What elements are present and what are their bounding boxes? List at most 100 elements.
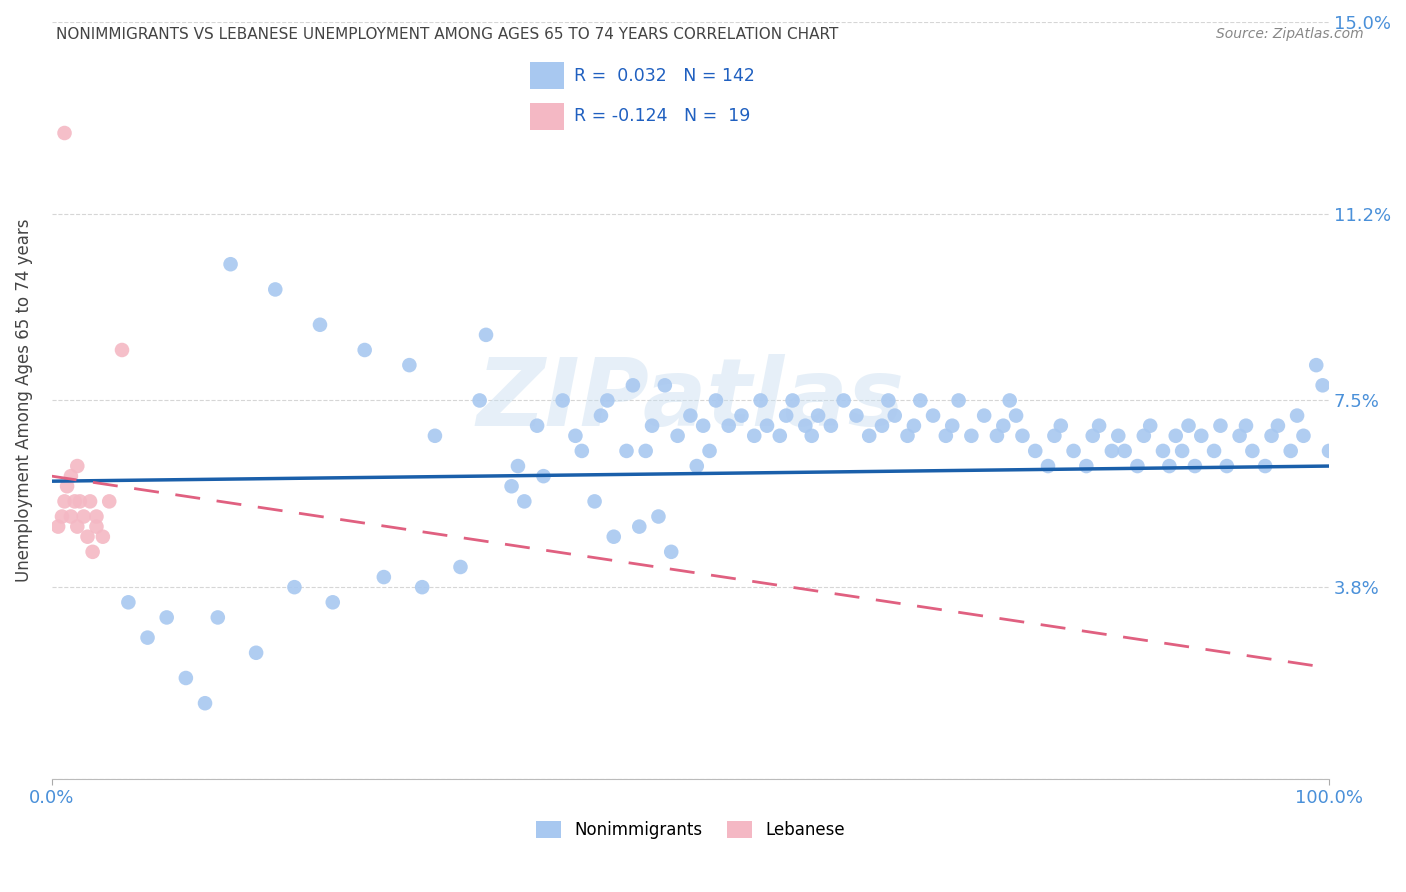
Point	[877, 393, 900, 408]
Point	[717, 418, 740, 433]
Point	[1260, 429, 1282, 443]
Point	[1088, 418, 1111, 433]
Point	[264, 282, 287, 296]
Point	[66, 519, 89, 533]
Point	[621, 378, 644, 392]
Text: R =  0.032   N = 142: R = 0.032 N = 142	[574, 67, 755, 85]
Point	[468, 393, 491, 408]
Point	[730, 409, 752, 423]
Point	[506, 458, 529, 473]
Point	[1114, 444, 1136, 458]
Point	[309, 318, 332, 332]
Point	[1159, 458, 1181, 473]
Point	[1216, 458, 1239, 473]
Point	[59, 469, 82, 483]
Point	[1171, 444, 1194, 458]
Point	[53, 494, 76, 508]
Point	[207, 610, 229, 624]
Point	[411, 580, 433, 594]
Point	[1241, 444, 1264, 458]
Point	[219, 257, 242, 271]
Point	[641, 418, 664, 433]
Point	[1184, 458, 1206, 473]
Point	[353, 343, 375, 357]
Point	[800, 429, 823, 443]
Point	[450, 560, 472, 574]
Point	[647, 509, 669, 524]
Point	[845, 409, 868, 423]
Y-axis label: Unemployment Among Ages 65 to 74 years: Unemployment Among Ages 65 to 74 years	[15, 219, 32, 582]
Point	[1107, 429, 1129, 443]
Point	[820, 418, 842, 433]
Point	[1063, 444, 1085, 458]
Point	[53, 126, 76, 140]
Point	[1286, 409, 1309, 423]
Point	[1317, 444, 1340, 458]
Point	[1267, 418, 1289, 433]
Point	[398, 358, 420, 372]
Point	[475, 327, 498, 342]
Point	[86, 509, 108, 524]
Point	[1049, 418, 1071, 433]
FancyBboxPatch shape	[530, 103, 564, 130]
Point	[156, 610, 179, 624]
Point	[59, 509, 82, 524]
Point	[596, 393, 619, 408]
Text: ZIPatlas: ZIPatlas	[477, 354, 904, 447]
Point	[551, 393, 574, 408]
Point	[589, 409, 612, 423]
Point	[883, 409, 905, 423]
Point	[1177, 418, 1199, 433]
Point	[832, 393, 855, 408]
Point	[1081, 429, 1104, 443]
Point	[973, 409, 995, 423]
Point	[174, 671, 197, 685]
Point	[322, 595, 344, 609]
Legend: Nonimmigrants, Lebanese: Nonimmigrants, Lebanese	[536, 821, 845, 838]
Point	[117, 595, 139, 609]
Point	[1076, 458, 1098, 473]
Point	[1292, 429, 1315, 443]
Point	[571, 444, 593, 458]
Point	[1126, 458, 1149, 473]
Point	[564, 429, 586, 443]
Point	[373, 570, 395, 584]
Point	[1312, 378, 1334, 392]
Point	[903, 418, 925, 433]
Point	[526, 418, 548, 433]
Point	[98, 494, 121, 508]
Point	[1254, 458, 1277, 473]
Point	[769, 429, 792, 443]
Point	[910, 393, 932, 408]
Point	[1152, 444, 1174, 458]
Point	[1036, 458, 1059, 473]
Point	[1202, 444, 1225, 458]
Point	[1234, 418, 1257, 433]
Text: R = -0.124   N =  19: R = -0.124 N = 19	[574, 107, 751, 125]
Point	[79, 494, 101, 508]
Point	[679, 409, 702, 423]
Point	[86, 519, 108, 533]
Point	[858, 429, 880, 443]
Point	[756, 418, 779, 433]
Text: NONIMMIGRANTS VS LEBANESE UNEMPLOYMENT AMONG AGES 65 TO 74 YEARS CORRELATION CHA: NONIMMIGRANTS VS LEBANESE UNEMPLOYMENT A…	[56, 27, 838, 42]
Point	[659, 545, 682, 559]
Point	[686, 458, 709, 473]
Point	[91, 530, 114, 544]
Point	[136, 631, 159, 645]
Point	[66, 458, 89, 473]
Point	[1209, 418, 1232, 433]
Point	[76, 530, 98, 544]
Point	[194, 696, 217, 710]
Point	[742, 429, 765, 443]
Point	[935, 429, 957, 443]
Point	[986, 429, 1008, 443]
Point	[941, 418, 963, 433]
Point	[922, 409, 945, 423]
Point	[960, 429, 983, 443]
Point	[1189, 429, 1212, 443]
Point	[1043, 429, 1066, 443]
Point	[51, 509, 73, 524]
Point	[628, 519, 651, 533]
Point	[1005, 409, 1028, 423]
